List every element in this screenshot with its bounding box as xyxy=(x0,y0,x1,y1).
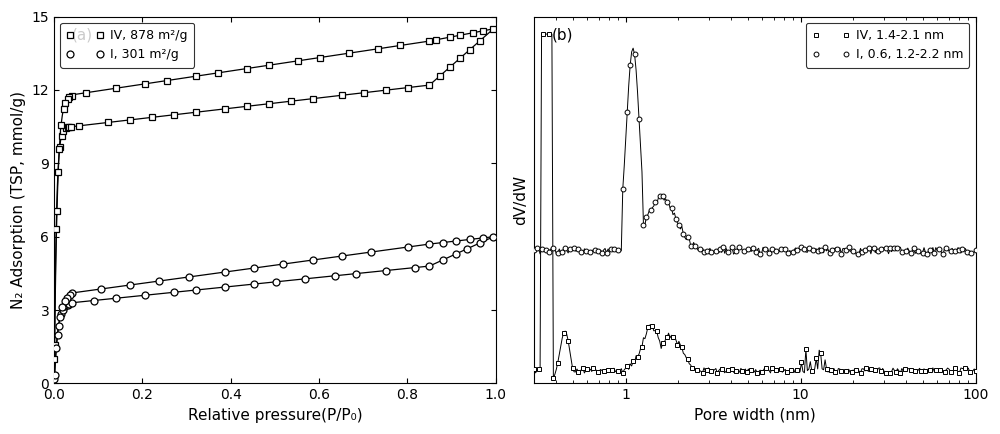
IV, 878 m²/g xyxy=(190,110,202,115)
I, 0.6, 1.2-2.2 nm xyxy=(949,249,961,254)
I, 301 m²/g xyxy=(450,251,462,256)
I, 0.6, 1.2-2.2 nm xyxy=(747,245,759,250)
I, 0.6, 1.2-2.2 nm xyxy=(661,199,673,204)
I, 301 m²/g xyxy=(55,312,67,317)
IV, 1.4-2.1 nm xyxy=(537,32,549,37)
IV, 878 m²/g xyxy=(63,124,75,129)
I, 301 m²/g xyxy=(110,296,122,301)
IV, 1.4-2.1 nm xyxy=(915,369,927,374)
Line: I, 301 m²/g: I, 301 m²/g xyxy=(51,233,497,382)
I, 301 m²/g xyxy=(53,323,65,329)
IV, 878 m²/g xyxy=(146,115,158,120)
I, 301 m²/g xyxy=(48,376,60,381)
I, 0.6, 1.2-2.2 nm xyxy=(754,252,766,257)
IV, 1.4-2.1 nm xyxy=(598,368,610,373)
IV, 878 m²/g xyxy=(285,99,297,104)
I, 301 m²/g xyxy=(487,234,499,239)
IV, 878 m²/g xyxy=(52,169,64,174)
IV, 878 m²/g xyxy=(48,356,60,362)
IV, 878 m²/g xyxy=(307,96,319,101)
I, 301 m²/g xyxy=(219,284,231,289)
IV, 878 m²/g xyxy=(263,101,275,106)
I, 301 m²/g xyxy=(350,271,362,276)
IV, 878 m²/g xyxy=(124,117,136,122)
I, 301 m²/g xyxy=(190,287,202,293)
IV, 1.4-2.1 nm xyxy=(970,369,982,374)
I, 0.6, 1.2-2.2 nm xyxy=(965,250,977,256)
Legend: IV, 878 m²/g, I, 301 m²/g: IV, 878 m²/g, I, 301 m²/g xyxy=(60,23,194,68)
IV, 878 m²/g xyxy=(62,125,74,130)
IV, 878 m²/g xyxy=(474,38,486,43)
IV, 878 m²/g xyxy=(402,85,414,90)
I, 301 m²/g xyxy=(50,345,62,351)
I, 301 m²/g xyxy=(168,289,180,295)
I, 0.6, 1.2-2.2 nm xyxy=(528,247,540,253)
I, 0.6, 1.2-2.2 nm xyxy=(733,245,745,250)
Line: IV, 878 m²/g: IV, 878 m²/g xyxy=(51,25,497,362)
IV, 878 m²/g xyxy=(444,65,456,70)
IV, 1.4-2.1 nm xyxy=(959,365,971,371)
IV, 878 m²/g xyxy=(50,227,62,232)
IV, 878 m²/g xyxy=(56,133,68,138)
Legend: IV, 1.4-2.1 nm, I, 0.6, 1.2-2.2 nm: IV, 1.4-2.1 nm, I, 0.6, 1.2-2.2 nm xyxy=(806,23,969,68)
I, 301 m²/g xyxy=(329,273,341,279)
IV, 878 m²/g xyxy=(65,124,77,129)
I, 301 m²/g xyxy=(409,265,421,270)
I, 0.6, 1.2-2.2 nm xyxy=(847,248,859,253)
I, 301 m²/g xyxy=(57,307,69,312)
IV, 878 m²/g xyxy=(434,74,446,79)
IV, 878 m²/g xyxy=(60,125,72,131)
Y-axis label: N₂ Adsorption (TSP, mmol/g): N₂ Adsorption (TSP, mmol/g) xyxy=(11,91,26,309)
Line: IV, 1.4-2.1 nm: IV, 1.4-2.1 nm xyxy=(532,32,978,381)
I, 301 m²/g xyxy=(66,301,78,306)
I, 301 m²/g xyxy=(270,279,282,284)
I, 0.6, 1.2-2.2 nm xyxy=(970,247,982,253)
I, 301 m²/g xyxy=(63,301,75,306)
IV, 878 m²/g xyxy=(336,93,348,98)
Line: I, 0.6, 1.2-2.2 nm: I, 0.6, 1.2-2.2 nm xyxy=(532,52,978,256)
I, 301 m²/g xyxy=(437,257,449,263)
I, 0.6, 1.2-2.2 nm xyxy=(629,52,641,57)
IV, 878 m²/g xyxy=(454,56,466,61)
IV, 1.4-2.1 nm xyxy=(547,375,559,381)
IV, 878 m²/g xyxy=(358,90,370,95)
IV, 1.4-2.1 nm xyxy=(846,369,858,375)
I, 301 m²/g xyxy=(423,263,435,269)
I, 301 m²/g xyxy=(139,293,151,298)
IV, 878 m²/g xyxy=(219,106,231,112)
IV, 1.4-2.1 nm xyxy=(905,368,917,373)
X-axis label: Pore width (nm): Pore width (nm) xyxy=(694,408,816,423)
IV, 878 m²/g xyxy=(57,128,69,133)
IV, 878 m²/g xyxy=(423,82,435,88)
I, 301 m²/g xyxy=(474,240,486,246)
I, 301 m²/g xyxy=(248,281,260,286)
I, 301 m²/g xyxy=(299,276,311,281)
Text: (a): (a) xyxy=(72,28,93,43)
I, 301 m²/g xyxy=(380,268,392,273)
X-axis label: Relative pressure(P/P₀): Relative pressure(P/P₀) xyxy=(188,408,362,423)
IV, 878 m²/g xyxy=(241,104,253,109)
IV, 878 m²/g xyxy=(464,47,476,52)
IV, 878 m²/g xyxy=(102,120,114,125)
IV, 878 m²/g xyxy=(380,88,392,93)
I, 301 m²/g xyxy=(59,304,71,309)
IV, 878 m²/g xyxy=(487,26,499,31)
IV, 878 m²/g xyxy=(54,144,66,149)
I, 301 m²/g xyxy=(62,302,74,307)
I, 301 m²/g xyxy=(461,247,473,252)
IV, 1.4-2.1 nm xyxy=(671,342,683,347)
Text: (b): (b) xyxy=(552,28,573,43)
IV, 878 m²/g xyxy=(73,123,85,128)
I, 301 m²/g xyxy=(88,298,100,303)
IV, 1.4-2.1 nm xyxy=(528,366,540,372)
Y-axis label: dV/dW: dV/dW xyxy=(514,175,529,225)
IV, 878 m²/g xyxy=(168,112,180,117)
